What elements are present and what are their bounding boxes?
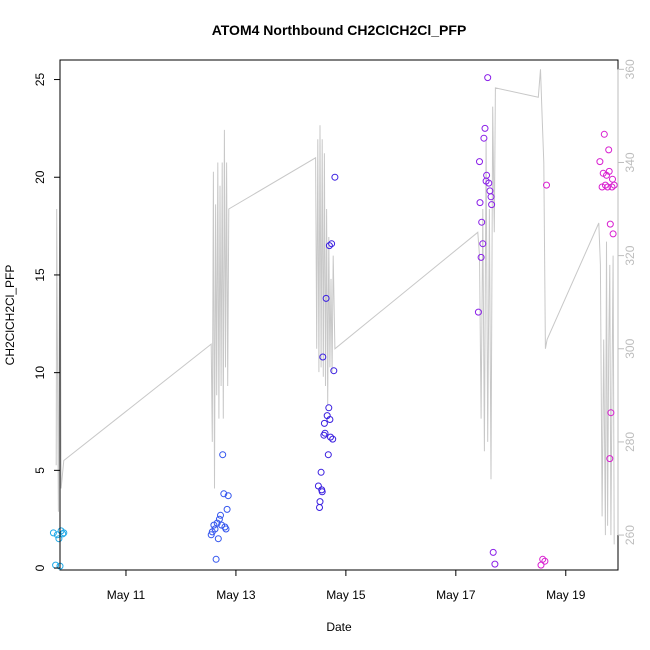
data-point — [212, 555, 220, 563]
data-point — [318, 488, 326, 496]
data-point — [319, 353, 327, 361]
data-point — [476, 199, 484, 207]
data-point — [329, 435, 337, 443]
data-point — [222, 525, 230, 533]
data-point — [325, 404, 333, 412]
secondary-series-line — [55, 69, 615, 545]
data-point — [605, 167, 613, 175]
data-point — [608, 183, 616, 191]
data-point — [316, 498, 324, 506]
data-point — [317, 468, 325, 476]
data-point — [55, 535, 63, 543]
y2-tick-label: 340 — [623, 152, 637, 172]
data-point — [327, 433, 334, 441]
data-point — [606, 455, 614, 463]
data-point — [487, 193, 495, 201]
data-point — [217, 511, 224, 519]
y2-tick-label: 320 — [623, 245, 637, 265]
data-point — [541, 557, 549, 565]
y2-tick-label: 260 — [623, 525, 637, 545]
chart-title: ATOM4 Northbound CH2ClCH2Cl_PFP — [212, 22, 467, 38]
data-point — [214, 535, 222, 543]
data-point — [607, 409, 615, 417]
data-point — [479, 240, 487, 248]
y-tick-label: 10 — [33, 366, 47, 380]
data-point — [211, 525, 219, 533]
data-point — [60, 529, 68, 537]
y-tick-label: 20 — [33, 170, 47, 184]
x-tick-label: May 17 — [436, 588, 476, 602]
x-axis: May 11 May 13 May 15 May 17 May 19 — [107, 569, 586, 602]
data-point — [213, 519, 221, 527]
data-point — [322, 294, 330, 302]
data-point — [480, 134, 488, 142]
data-point — [539, 555, 547, 563]
data-point — [489, 548, 497, 556]
y-tick-label: 25 — [33, 73, 47, 87]
y2-tick-label: 280 — [623, 432, 637, 452]
y-axis-label: CH2ClCH2Cl_PFP — [3, 265, 17, 366]
data-point — [491, 560, 499, 568]
data-point — [478, 218, 486, 226]
data-point — [488, 201, 496, 209]
data-point — [543, 181, 550, 189]
secondary-line-layer — [55, 69, 615, 545]
data-point — [477, 253, 485, 261]
data-point — [483, 171, 491, 179]
data-point — [328, 240, 336, 248]
y-tick-label: 0 — [33, 564, 47, 571]
x-tick-label: May 13 — [216, 588, 256, 602]
data-point — [610, 181, 618, 189]
data-point — [484, 74, 492, 82]
data-point — [215, 515, 223, 523]
data-point — [609, 230, 617, 238]
data-point — [331, 173, 339, 181]
data-point — [485, 179, 493, 187]
data-point — [596, 158, 604, 166]
secondary-y-axis: 260 280 300 320 340 360 — [617, 59, 637, 545]
y-axis: 0 5 10 15 20 25 — [33, 73, 61, 571]
x-tick-label: May 15 — [326, 588, 366, 602]
data-point — [49, 529, 57, 537]
points-layer — [49, 74, 618, 570]
data-point — [330, 367, 338, 375]
data-point — [220, 490, 228, 498]
data-point — [600, 130, 608, 138]
data-point — [604, 183, 612, 191]
x-axis-label: Date — [326, 620, 352, 634]
y-tick-label: 5 — [33, 467, 47, 474]
data-point — [316, 504, 323, 511]
x-tick-label: May 19 — [546, 588, 586, 602]
data-point — [324, 451, 332, 459]
y2-tick-label: 300 — [623, 338, 637, 358]
data-point — [601, 181, 609, 189]
y-tick-label: 15 — [33, 268, 47, 282]
data-point — [476, 158, 483, 166]
data-point — [314, 482, 322, 490]
data-point — [606, 220, 614, 228]
data-point — [325, 242, 333, 250]
data-point — [320, 419, 328, 427]
data-point — [481, 124, 489, 132]
plot-area-frame — [59, 59, 619, 571]
data-point — [474, 308, 482, 316]
data-point — [224, 492, 232, 500]
y2-tick-label: 360 — [623, 59, 637, 79]
x-tick-label: May 11 — [107, 588, 146, 602]
data-point — [605, 146, 613, 154]
data-point — [609, 175, 616, 183]
data-point — [321, 429, 329, 437]
data-point — [219, 451, 227, 459]
data-point — [223, 505, 231, 513]
data-point — [326, 416, 334, 423]
